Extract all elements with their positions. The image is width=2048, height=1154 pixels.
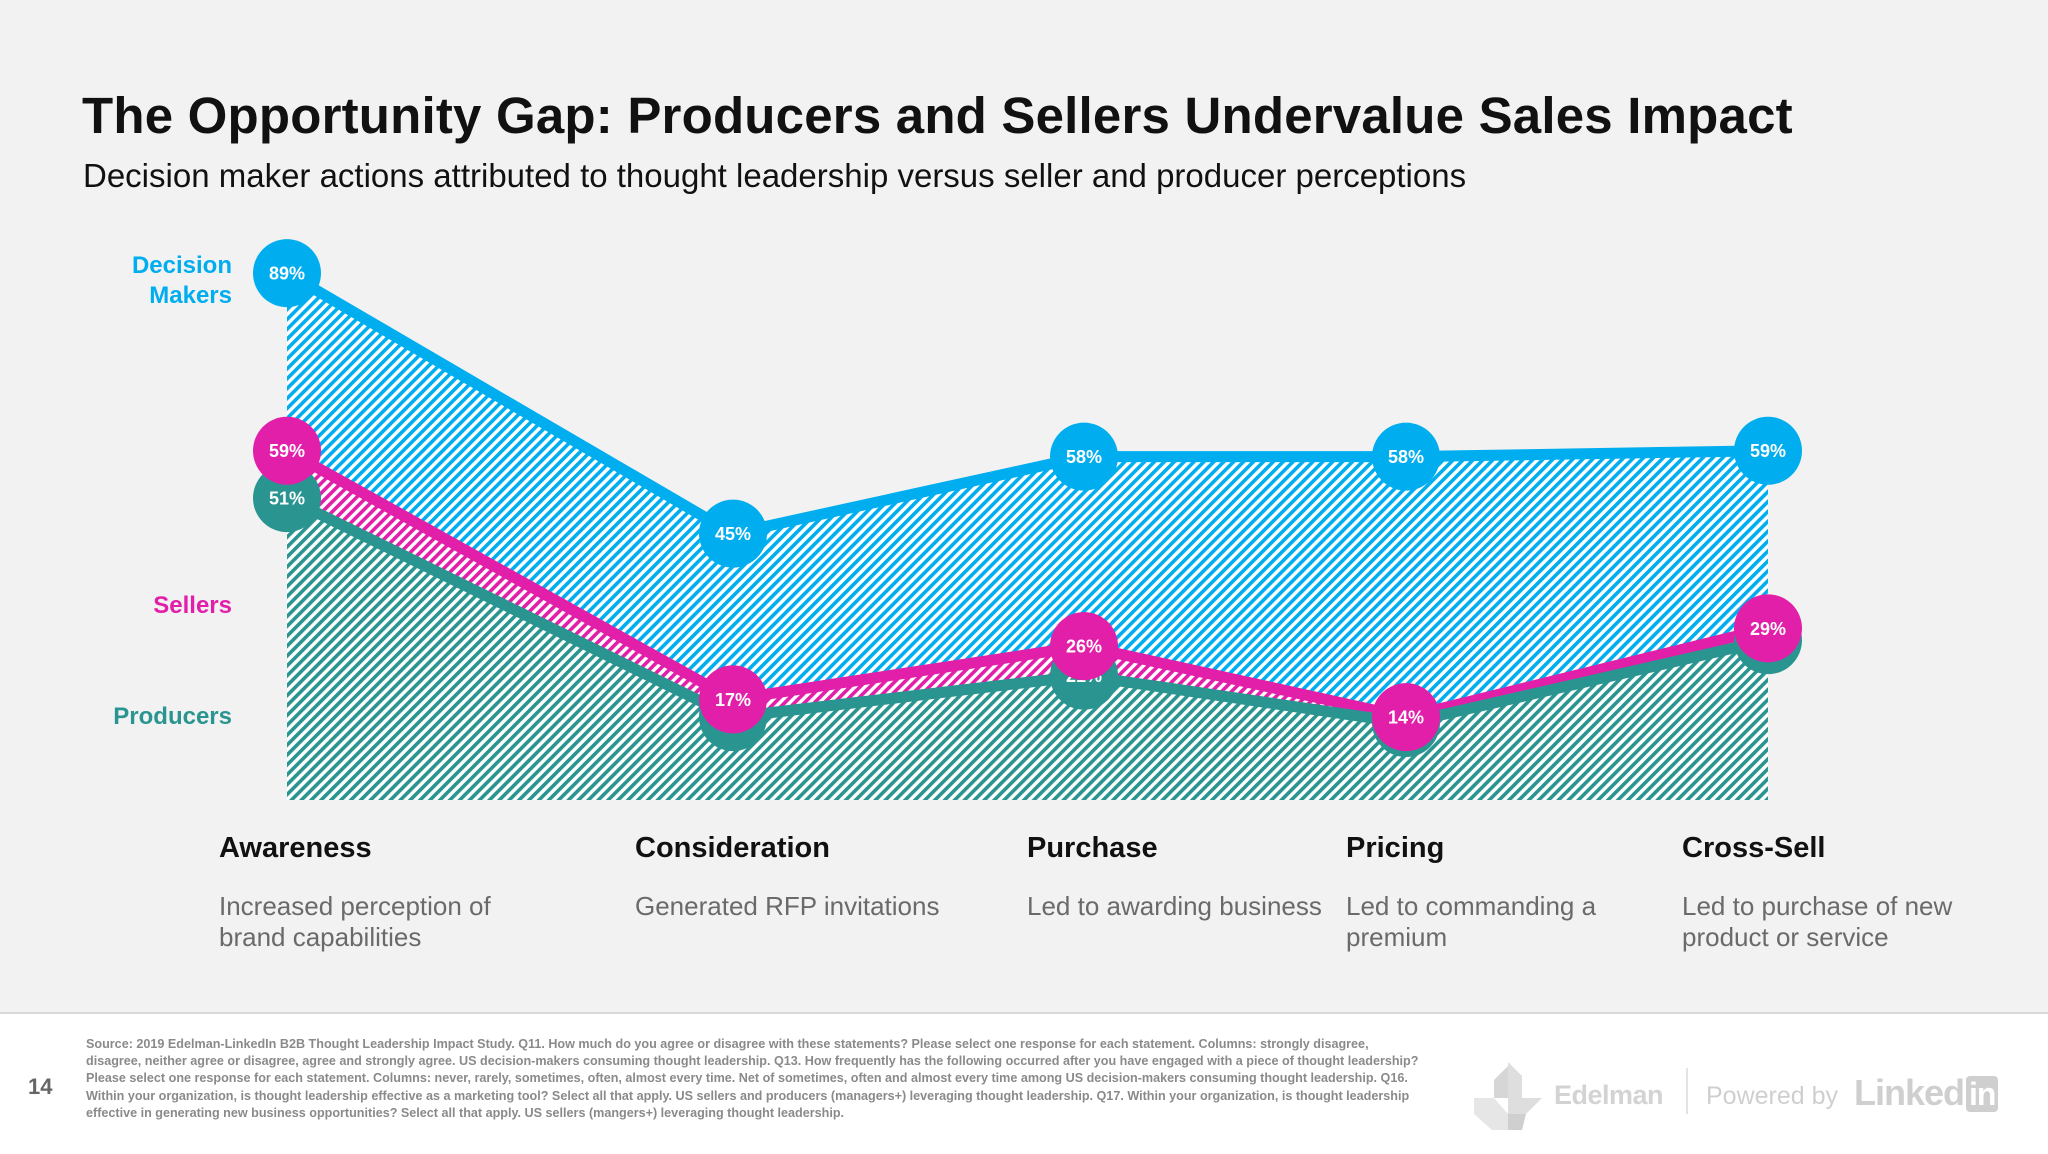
decision-makers-point: 45% xyxy=(699,499,767,568)
sellers-value-label: 14% xyxy=(1388,708,1424,728)
linkedin-in-icon: in xyxy=(1966,1076,1999,1112)
area-chart: 51%14%21%13%27%59%17%26%14%29%89%45%58%5… xyxy=(113,239,1802,800)
stage-purchase: Purchase Led to awarding business xyxy=(1027,832,1387,922)
sellers-point: 14% xyxy=(1372,683,1440,752)
edelman-logo-icon xyxy=(1474,1062,1542,1130)
stage-name: Consideration xyxy=(635,832,830,864)
stage-awareness: Awareness Increased perception of brand … xyxy=(219,832,579,953)
sellers-value-label: 59% xyxy=(269,441,305,461)
sellers-value-label: 17% xyxy=(715,690,751,710)
stage-description: Led to purchase of new product or servic… xyxy=(1682,891,1953,952)
page-number: 14 xyxy=(28,1074,53,1099)
decision-makers-value-label: 58% xyxy=(1066,447,1102,467)
stage-pricing: Pricing Led to commanding a premium xyxy=(1346,832,1706,953)
stage-description: Led to awarding business xyxy=(1027,891,1322,921)
sellers-area xyxy=(287,450,1768,724)
sellers-point: 17% xyxy=(699,665,767,734)
stage-description: Generated RFP invitations xyxy=(635,891,940,921)
stage-description: Led to commanding a premium xyxy=(1346,891,1597,952)
stage-name: Pricing xyxy=(1346,832,1445,864)
legend-decision-makers-line1: Decision xyxy=(132,252,232,279)
producers-point: 51% xyxy=(253,464,321,533)
sellers-value-label: 29% xyxy=(1750,619,1786,639)
stage-consideration: Consideration Generated RFP invitations xyxy=(635,832,995,922)
decision-makers-value-label: 59% xyxy=(1750,441,1786,461)
decision-makers-point: 89% xyxy=(253,239,321,308)
decision-makers-point: 58% xyxy=(1050,422,1118,491)
source-note: Source: 2019 Edelman-LinkedIn B2B Though… xyxy=(86,1037,1419,1120)
sellers-value-label: 26% xyxy=(1066,637,1102,657)
linkedin-logo: Linked in xyxy=(1854,1072,1999,1114)
linkedin-logo-word: Linked xyxy=(1854,1072,1965,1113)
powered-by-text: Powered by xyxy=(1706,1082,1839,1110)
footer: 14 Source: 2019 Edelman-LinkedIn B2B Tho… xyxy=(0,1012,2048,1154)
decision-makers-value-label: 58% xyxy=(1388,447,1424,467)
page-subtitle: Decision maker actions attributed to tho… xyxy=(83,157,1467,194)
stage-description: Increased perception of brand capabiliti… xyxy=(219,891,491,952)
stage-name: Purchase xyxy=(1027,832,1158,864)
producers-value-label: 51% xyxy=(269,489,305,509)
brand-divider xyxy=(1686,1068,1688,1114)
decision-makers-value-label: 89% xyxy=(269,264,305,284)
stage-cross-sell: Cross-Sell Led to purchase of new produc… xyxy=(1682,832,2042,953)
legend-sellers: Sellers xyxy=(153,592,232,619)
decision-makers-point: 59% xyxy=(1734,416,1802,485)
decision-makers-value-label: 45% xyxy=(715,524,751,544)
legend-producers: Producers xyxy=(113,703,232,730)
stage-name: Cross-Sell xyxy=(1682,832,1826,864)
sellers-point: 59% xyxy=(253,416,321,485)
page-title: The Opportunity Gap: Producers and Selle… xyxy=(82,87,1793,144)
legend-decision-makers-line2: Makers xyxy=(149,282,232,309)
decision-makers-area xyxy=(287,273,1768,718)
sellers-point: 29% xyxy=(1734,594,1802,663)
edelman-logo-text: Edelman xyxy=(1554,1080,1664,1110)
brand-logos: Edelman Powered by Linked in xyxy=(1470,1044,2010,1134)
decision-makers-point: 58% xyxy=(1372,422,1440,491)
sellers-point: 26% xyxy=(1050,612,1118,681)
stage-name: Awareness xyxy=(219,832,372,864)
